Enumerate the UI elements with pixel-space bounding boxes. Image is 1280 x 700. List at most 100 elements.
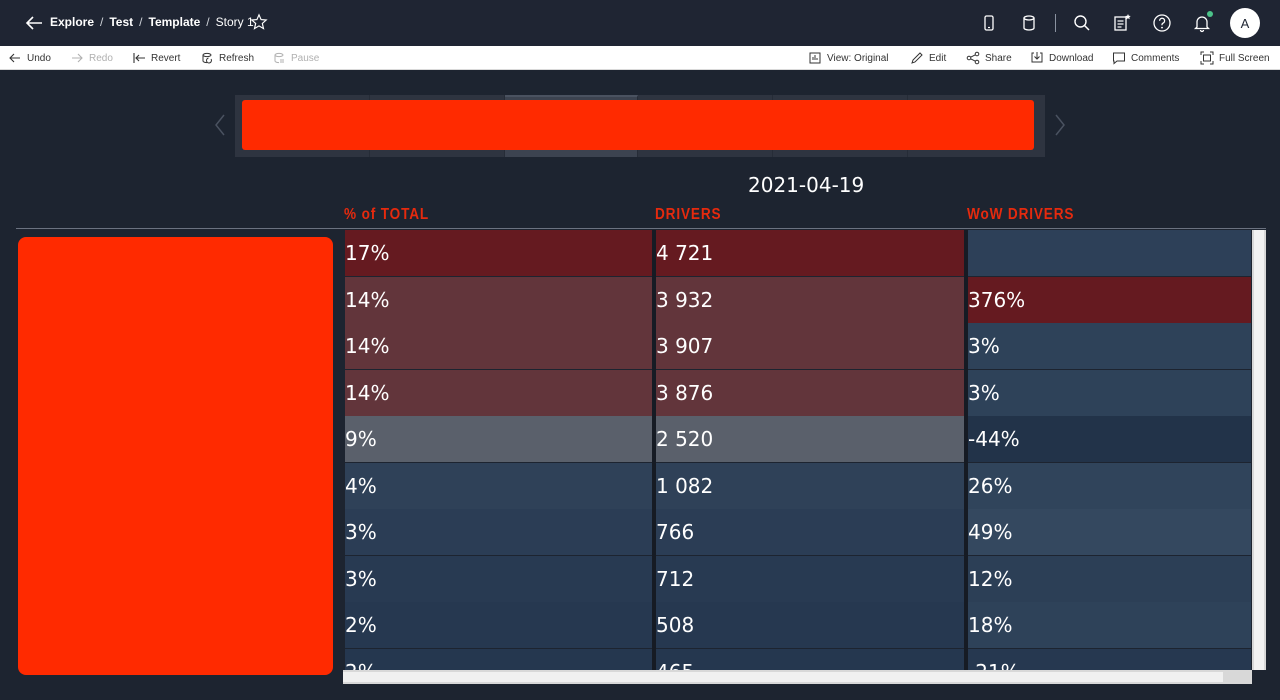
view-chart-icon: [809, 52, 821, 64]
revert-button[interactable]: Revert: [132, 46, 180, 70]
collections-button[interactable]: [1102, 0, 1142, 46]
cell-drivers[interactable]: 3 876: [656, 369, 965, 416]
cell-pct-of-total[interactable]: 2%: [345, 648, 652, 670]
data-source-button[interactable]: [1009, 0, 1049, 46]
divider: [1055, 14, 1056, 32]
revert-icon: [133, 53, 145, 63]
undo-label: Undo: [27, 52, 51, 64]
user-avatar[interactable]: A: [1230, 8, 1260, 38]
header-divider: [16, 228, 1266, 229]
cell-drivers[interactable]: 712: [656, 555, 965, 602]
share-label: Share: [985, 52, 1012, 64]
cell-drivers[interactable]: 4 721: [656, 230, 965, 276]
cell-pct-of-total[interactable]: 14%: [345, 323, 652, 369]
top-navigation-bar: Explore / Test / Template / Story 1 A: [0, 0, 1280, 46]
cell-pct-of-total[interactable]: 4%: [345, 462, 652, 509]
help-icon: [1153, 14, 1171, 32]
share-icon: [966, 51, 980, 65]
column-separator: [652, 230, 656, 670]
cell-drivers[interactable]: 766: [656, 509, 965, 555]
report-date: 2021-04-19: [748, 173, 865, 197]
pencil-icon: [911, 52, 923, 64]
notifications-button[interactable]: [1182, 0, 1222, 46]
pause-label: Pause: [291, 52, 320, 64]
redacted-story-captions: [242, 100, 1034, 150]
cell-pct-of-total[interactable]: 14%: [345, 276, 652, 323]
search-icon: [1074, 15, 1090, 31]
cell-drivers[interactable]: 3 907: [656, 323, 965, 369]
breadcrumb: Explore / Test / Template / Story 1: [50, 15, 254, 29]
cell-wow-drivers[interactable]: 3%: [968, 369, 1251, 416]
story-previous-arrow-icon[interactable]: [213, 112, 227, 138]
header-wow-drivers: WoW DRIVERS: [967, 206, 1075, 223]
download-icon: [1031, 52, 1043, 63]
favorite-star-icon[interactable]: [250, 13, 268, 31]
notification-dot: [1207, 11, 1213, 17]
breadcrumb-test[interactable]: Test: [109, 15, 134, 29]
cell-wow-drivers[interactable]: 12%: [968, 555, 1251, 602]
redo-icon: [72, 53, 83, 63]
redacted-row-labels: [18, 237, 333, 675]
edit-button[interactable]: Edit: [910, 46, 946, 70]
cell-drivers[interactable]: 2 520: [656, 416, 965, 462]
vertical-scrollbar[interactable]: [1252, 230, 1266, 670]
refresh-label: Refresh: [219, 52, 255, 64]
horizontal-scrollbar-thumb[interactable]: [343, 672, 1223, 682]
full-screen-label: Full Screen: [1219, 52, 1270, 64]
cell-drivers[interactable]: 1 082: [656, 462, 965, 509]
device-preview-button[interactable]: [969, 0, 1009, 46]
download-label: Download: [1049, 52, 1094, 64]
comment-icon: [1113, 52, 1125, 65]
undo-icon: [9, 53, 20, 63]
bell-icon: [1193, 16, 1211, 33]
cell-pct-of-total[interactable]: 3%: [345, 509, 652, 555]
column-separator: [964, 230, 968, 670]
cell-wow-drivers[interactable]: -44%: [968, 416, 1251, 462]
breadcrumb-template[interactable]: Template: [148, 15, 201, 29]
revert-label: Revert: [151, 52, 181, 64]
breadcrumb-story: Story 1: [215, 15, 254, 29]
story-next-arrow-icon[interactable]: [1053, 112, 1067, 138]
edit-label: Edit: [929, 52, 947, 64]
full-screen-button[interactable]: Full Screen: [1200, 46, 1270, 70]
data-table[interactable]: 17% 4 721 14% 3 932 376% 14% 3 907 3% 14% 3 876 3%…: [345, 230, 1252, 670]
header-pct-of-total: % of TOTAL: [344, 206, 430, 223]
help-button[interactable]: [1142, 0, 1182, 46]
cell-pct-of-total[interactable]: 3%: [345, 555, 652, 602]
share-button[interactable]: Share: [966, 46, 1012, 70]
comments-button[interactable]: Comments: [1112, 46, 1179, 70]
vertical-scrollbar-thumb[interactable]: [1254, 230, 1264, 670]
comments-label: Comments: [1131, 52, 1180, 64]
cell-wow-drivers[interactable]: 18%: [968, 602, 1251, 648]
cell-drivers[interactable]: 508: [656, 602, 965, 648]
breadcrumb-separator: /: [206, 15, 210, 29]
pause-button[interactable]: Pause: [272, 46, 319, 70]
cell-pct-of-total[interactable]: 9%: [345, 416, 652, 462]
cell-pct-of-total[interactable]: 2%: [345, 602, 652, 648]
cell-pct-of-total[interactable]: 14%: [345, 369, 652, 416]
view-original-button[interactable]: View: Original: [808, 46, 889, 70]
cell-wow-drivers[interactable]: -21%: [968, 648, 1251, 670]
undo-button[interactable]: Undo: [8, 46, 51, 70]
redo-button[interactable]: Redo: [70, 46, 113, 70]
cell-wow-drivers[interactable]: 49%: [968, 509, 1251, 555]
search-button[interactable]: [1062, 0, 1102, 46]
horizontal-scrollbar[interactable]: [343, 670, 1252, 684]
cell-wow-drivers[interactable]: [968, 230, 1251, 276]
cell-wow-drivers[interactable]: 26%: [968, 462, 1251, 509]
full-screen-icon: [1200, 51, 1214, 65]
breadcrumb-separator: /: [100, 15, 104, 29]
cell-wow-drivers[interactable]: 376%: [968, 276, 1251, 323]
download-button[interactable]: Download: [1030, 46, 1093, 70]
database-icon: [1023, 15, 1035, 31]
cell-pct-of-total[interactable]: 17%: [345, 230, 652, 276]
view-toolbar: Undo Redo Revert Refresh Pause View: Ori…: [0, 46, 1280, 70]
breadcrumb-explore[interactable]: Explore: [50, 15, 95, 29]
cell-drivers[interactable]: 3 932: [656, 276, 965, 323]
cell-drivers[interactable]: 465: [656, 648, 965, 670]
back-arrow-icon[interactable]: [24, 13, 44, 33]
redo-label: Redo: [89, 52, 113, 64]
breadcrumb-separator: /: [139, 15, 143, 29]
refresh-button[interactable]: Refresh: [200, 46, 254, 70]
cell-wow-drivers[interactable]: 3%: [968, 323, 1251, 369]
